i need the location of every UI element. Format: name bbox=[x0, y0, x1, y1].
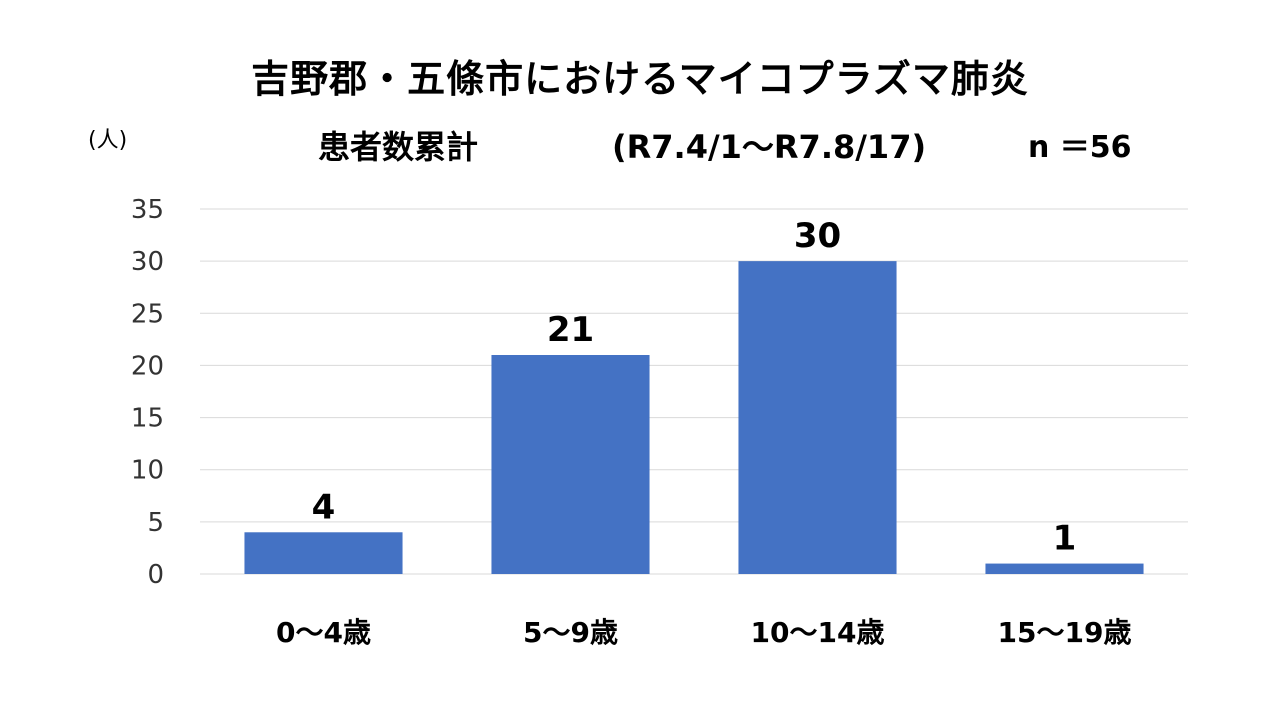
y-axis-unit-label: (人) bbox=[88, 128, 128, 153]
y-tick-label: 30 bbox=[131, 247, 164, 277]
data-label: 4 bbox=[312, 487, 336, 527]
data-label: 21 bbox=[547, 310, 594, 350]
chart-subtitle: 患者数累計 bbox=[318, 128, 479, 166]
bar bbox=[985, 563, 1144, 574]
chart-title: 吉野郡・五條市におけるマイコプラズマ肺炎 bbox=[251, 57, 1029, 101]
y-tick-label: 0 bbox=[147, 560, 164, 590]
x-category-label: 0～4歳 bbox=[276, 616, 371, 649]
data-label: 1 bbox=[1053, 519, 1077, 559]
x-category-label: 15～19歳 bbox=[998, 616, 1132, 649]
chart-sample-size: n ＝56 bbox=[1028, 130, 1132, 165]
y-tick-label: 25 bbox=[131, 299, 164, 329]
y-tick-label: 20 bbox=[131, 351, 164, 381]
y-tick-label: 5 bbox=[147, 508, 164, 538]
data-label: 30 bbox=[794, 216, 841, 256]
y-tick-label: 15 bbox=[131, 404, 164, 434]
y-tick-label: 10 bbox=[131, 456, 164, 486]
x-category-label: 5～9歳 bbox=[523, 616, 618, 649]
bar bbox=[491, 355, 650, 574]
x-category-label: 10～14歳 bbox=[751, 616, 885, 649]
y-tick-label: 35 bbox=[131, 195, 164, 225]
bar bbox=[738, 261, 897, 574]
chart-period: (R7.4/1～R7.8/17) bbox=[612, 128, 927, 166]
bar bbox=[244, 532, 403, 574]
